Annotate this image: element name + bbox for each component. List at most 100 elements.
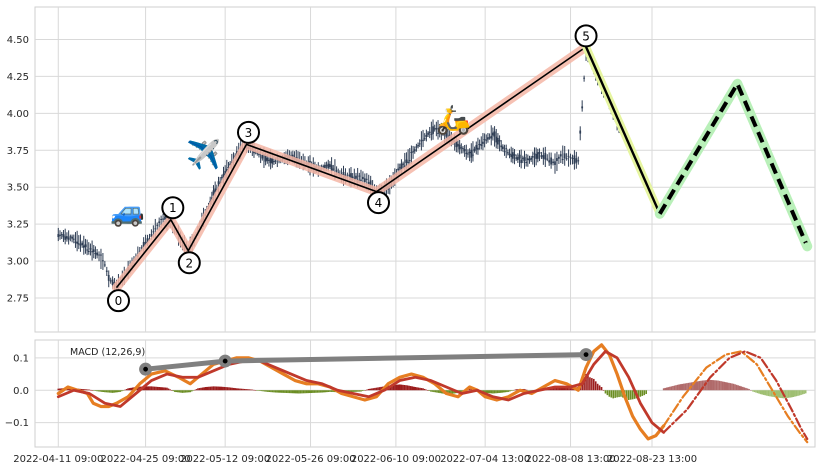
candle-body: [96, 252, 98, 256]
macd-histogram-bar: [571, 388, 573, 391]
macd-histogram-projection-bar: [709, 379, 712, 391]
candle-body: [162, 218, 164, 220]
macd-histogram-bar: [329, 390, 331, 392]
macd-histogram-projection-bar: [764, 390, 767, 396]
candle-body: [111, 279, 114, 286]
macd-histogram-bar: [223, 386, 226, 391]
macd-histogram-bar: [240, 388, 243, 391]
macd-histogram-projection-bar: [750, 390, 752, 391]
macd-histogram-bar: [395, 384, 398, 391]
candle-body: [358, 175, 361, 177]
candle-body: [84, 244, 87, 248]
macd-histogram-bar: [125, 389, 128, 391]
candle-body: [500, 145, 503, 148]
macd-histogram-bar: [512, 390, 514, 391]
macd-histogram-bar: [397, 384, 400, 391]
candle-body: [350, 173, 352, 180]
macd-histogram-bar: [406, 385, 409, 391]
macd-histogram-bar: [201, 387, 204, 391]
candle-body: [518, 154, 521, 159]
candle-body: [490, 135, 493, 139]
macd-histogram-projection-bar: [675, 385, 677, 391]
macd-histogram-bar: [228, 387, 230, 391]
macd-histogram-bar: [111, 390, 114, 393]
macd-histogram-bar: [226, 387, 229, 391]
macd-histogram-bar: [152, 386, 154, 391]
macd-histogram-bar: [600, 387, 603, 391]
candle-body: [415, 146, 418, 148]
candle-body: [144, 241, 147, 245]
candle-body: [164, 216, 166, 220]
macd-histogram-bar: [349, 390, 351, 393]
macd-histogram-bar: [558, 387, 561, 391]
macd-histogram-bar: [131, 387, 134, 391]
candle-body: [445, 130, 448, 137]
macd-histogram-bar: [156, 386, 159, 391]
macd-histogram-bar: [88, 389, 91, 391]
candle-body: [485, 139, 488, 141]
macd-histogram-projection-bar: [759, 390, 762, 395]
candle-body: [410, 151, 413, 153]
candle-body: [443, 128, 446, 132]
macd-histogram-bar: [307, 390, 309, 394]
macd-histogram-bar: [363, 390, 365, 391]
candle-body: [413, 149, 416, 152]
macd-histogram-bar: [416, 387, 418, 391]
candle-body: [258, 154, 260, 156]
macd-histogram-bar: [641, 390, 644, 396]
macd-histogram-projection-bar: [697, 381, 699, 391]
macd-histogram-bar: [425, 389, 427, 391]
candle-body: [225, 168, 228, 172]
macd-histogram-bar: [589, 377, 591, 391]
macd-histogram-bar: [315, 390, 317, 393]
macd-histogram-bar: [197, 388, 199, 391]
macd-histogram-projection-bar: [695, 381, 698, 391]
macd-histogram-bar: [380, 386, 382, 391]
macd-histogram-projection-bar: [770, 390, 773, 397]
macd-histogram-bar: [392, 384, 395, 391]
macd-histogram-projection-bar: [790, 390, 793, 398]
candle-body: [427, 132, 429, 135]
candle-body: [565, 158, 568, 160]
macd-histogram-bar: [218, 386, 221, 391]
macd-histogram-bar: [502, 390, 505, 393]
macd-histogram-bar: [163, 387, 165, 391]
candle-body: [365, 178, 368, 180]
macd-histogram-bar: [248, 389, 251, 391]
macd-histogram-bar: [612, 390, 615, 399]
x-tick-label: 2022-05-26 09:00: [265, 454, 355, 465]
candle-body: [501, 146, 504, 149]
macd-histogram-projection-bar: [698, 381, 701, 391]
macd-histogram-bar: [453, 390, 455, 394]
candle-body: [142, 241, 145, 247]
candle-body: [327, 163, 330, 169]
macd-histogram-bar: [237, 388, 240, 391]
x-tick-label: 2022-06-10 09:00: [351, 454, 441, 465]
macd-histogram-bar: [364, 389, 367, 391]
price-y-tick: 3.75: [7, 146, 29, 157]
scooter-icon: 🛵: [436, 103, 471, 136]
macd-histogram-bar: [602, 390, 605, 391]
macd-histogram-projection-bar: [761, 390, 764, 395]
macd-histogram-projection-bar: [726, 382, 729, 391]
macd-histogram-bar: [60, 388, 63, 391]
macd-histogram-projection-bar: [712, 380, 715, 391]
macd-histogram-bar: [492, 390, 494, 394]
macd-histogram-bar: [155, 386, 157, 391]
trend-node-dot: [583, 352, 589, 357]
macd-histogram-projection-bar: [684, 383, 687, 391]
price-y-tick: 2.75: [7, 294, 29, 305]
macd-histogram-bar: [501, 390, 504, 393]
candle-body: [457, 143, 459, 147]
macd-histogram-bar: [360, 390, 362, 392]
macd-histogram-bar: [257, 390, 260, 391]
macd-histogram-bar: [350, 390, 353, 393]
macd-histogram-projection-bar: [715, 380, 718, 391]
candle-body: [435, 127, 438, 130]
candle-body: [348, 174, 351, 177]
macd-histogram-projection-bar: [775, 390, 777, 398]
wave-marker-label: 0: [115, 294, 123, 308]
projection-down-line: [584, 46, 661, 215]
candle-body: [351, 176, 354, 179]
